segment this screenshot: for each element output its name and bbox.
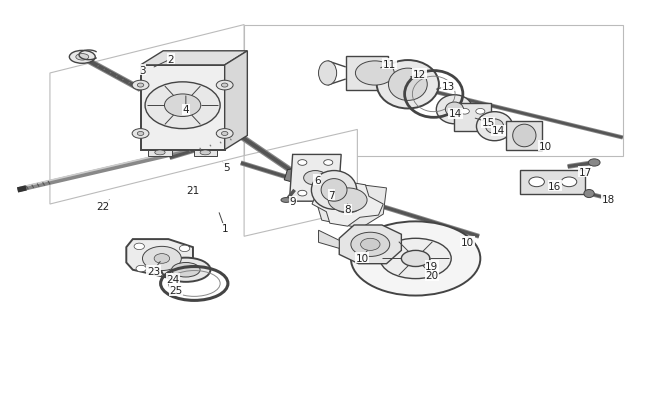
Ellipse shape [164, 95, 201, 117]
Text: 6: 6 [314, 175, 320, 185]
Text: 2: 2 [168, 55, 174, 65]
Ellipse shape [529, 177, 545, 187]
Ellipse shape [328, 188, 367, 213]
Ellipse shape [318, 62, 337, 86]
Text: 13: 13 [441, 82, 454, 92]
Ellipse shape [436, 96, 473, 124]
Ellipse shape [304, 171, 327, 185]
Ellipse shape [561, 177, 577, 187]
Ellipse shape [324, 160, 333, 166]
Ellipse shape [311, 171, 357, 210]
Ellipse shape [137, 84, 144, 88]
Ellipse shape [176, 268, 187, 274]
Text: 3: 3 [139, 66, 146, 76]
Text: 18: 18 [602, 194, 615, 204]
Ellipse shape [155, 151, 165, 156]
Ellipse shape [298, 191, 307, 196]
Polygon shape [148, 150, 172, 156]
Ellipse shape [588, 160, 600, 167]
Polygon shape [140, 52, 248, 66]
Polygon shape [315, 180, 387, 229]
Polygon shape [225, 52, 248, 150]
Text: 22: 22 [96, 202, 110, 211]
Polygon shape [284, 167, 304, 183]
Ellipse shape [222, 132, 228, 136]
Ellipse shape [154, 254, 170, 264]
Ellipse shape [179, 245, 190, 252]
Polygon shape [126, 239, 193, 278]
Ellipse shape [142, 247, 181, 271]
Polygon shape [244, 130, 358, 237]
Text: 7: 7 [328, 190, 335, 200]
Text: 16: 16 [548, 181, 562, 192]
Polygon shape [454, 104, 491, 132]
Ellipse shape [216, 129, 233, 139]
Text: 20: 20 [425, 271, 438, 281]
Ellipse shape [132, 81, 149, 91]
Text: 8: 8 [344, 205, 351, 215]
Text: 1: 1 [222, 224, 228, 234]
Text: 25: 25 [170, 285, 183, 295]
Polygon shape [289, 155, 341, 202]
Polygon shape [339, 226, 401, 264]
Ellipse shape [361, 239, 380, 251]
Text: 14: 14 [449, 109, 462, 119]
Text: 15: 15 [482, 118, 495, 128]
Polygon shape [506, 122, 543, 150]
Polygon shape [194, 150, 217, 156]
Polygon shape [244, 26, 623, 156]
Ellipse shape [321, 179, 347, 202]
Text: 10: 10 [538, 141, 552, 151]
Text: 12: 12 [413, 70, 426, 79]
Text: 23: 23 [147, 266, 160, 276]
Polygon shape [140, 66, 225, 150]
Text: 17: 17 [578, 167, 592, 177]
Ellipse shape [389, 69, 427, 101]
Ellipse shape [445, 103, 463, 117]
Ellipse shape [356, 62, 395, 86]
Text: 5: 5 [224, 162, 230, 172]
Polygon shape [521, 171, 585, 194]
Polygon shape [50, 26, 244, 205]
Ellipse shape [76, 55, 89, 61]
Polygon shape [312, 182, 384, 227]
Ellipse shape [486, 119, 504, 134]
Text: 14: 14 [492, 126, 505, 136]
Ellipse shape [513, 125, 536, 147]
Text: 21: 21 [187, 185, 200, 196]
Ellipse shape [132, 129, 149, 139]
Ellipse shape [222, 84, 228, 88]
Ellipse shape [134, 243, 144, 250]
Ellipse shape [584, 190, 594, 198]
Ellipse shape [200, 151, 211, 156]
Ellipse shape [172, 263, 200, 277]
Ellipse shape [476, 113, 513, 141]
Polygon shape [346, 56, 388, 91]
Text: 19: 19 [425, 261, 438, 271]
Ellipse shape [145, 83, 220, 129]
Ellipse shape [351, 222, 480, 296]
Ellipse shape [333, 196, 362, 213]
Ellipse shape [137, 132, 144, 136]
Ellipse shape [281, 198, 291, 203]
Ellipse shape [324, 191, 333, 196]
Polygon shape [318, 231, 339, 249]
Ellipse shape [377, 61, 439, 109]
Text: 24: 24 [166, 274, 179, 284]
Text: 9: 9 [289, 197, 296, 207]
Ellipse shape [460, 109, 469, 115]
Text: 4: 4 [183, 105, 189, 115]
Text: 11: 11 [383, 60, 396, 70]
Text: 10: 10 [461, 237, 474, 247]
Ellipse shape [401, 251, 430, 267]
Ellipse shape [216, 81, 233, 91]
Ellipse shape [380, 239, 451, 279]
Ellipse shape [298, 160, 307, 166]
Text: 10: 10 [356, 253, 369, 263]
Ellipse shape [136, 266, 146, 272]
Ellipse shape [351, 232, 390, 257]
Ellipse shape [476, 109, 485, 115]
Ellipse shape [70, 51, 96, 64]
Ellipse shape [161, 258, 211, 282]
